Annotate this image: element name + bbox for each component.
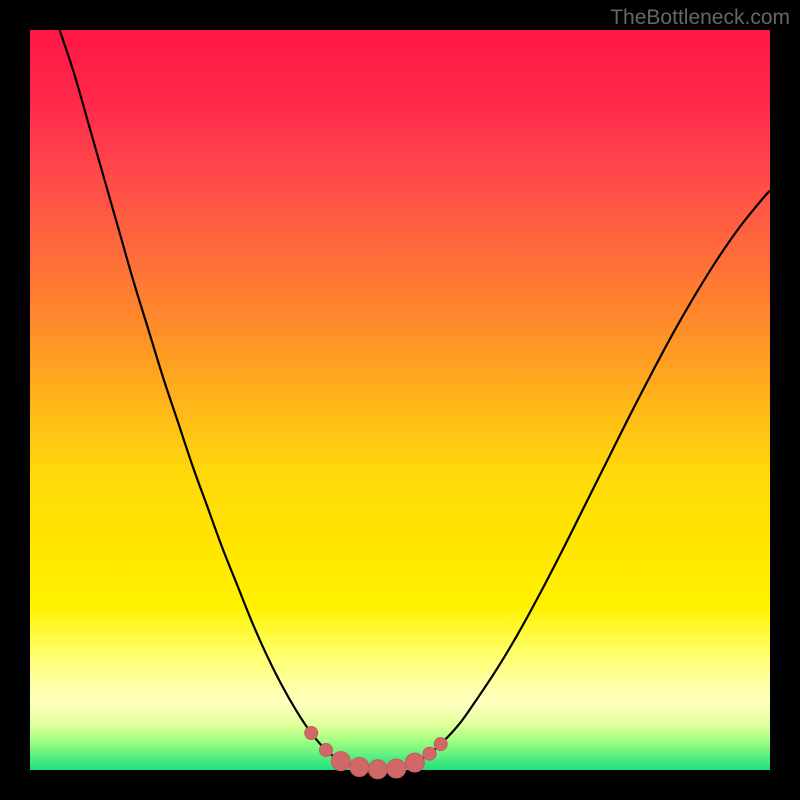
marker-point: [368, 760, 387, 779]
chart-background: [30, 30, 770, 770]
bottleneck-chart: TheBottleneck.com: [0, 0, 800, 800]
marker-point: [320, 744, 333, 757]
marker-point: [405, 753, 424, 772]
marker-point: [434, 738, 447, 751]
marker-point: [350, 758, 369, 777]
marker-point: [331, 752, 350, 771]
marker-point: [305, 727, 318, 740]
chart-svg: [0, 0, 800, 800]
marker-point: [387, 759, 406, 778]
marker-point: [423, 747, 436, 760]
watermark-label: TheBottleneck.com: [610, 6, 790, 30]
